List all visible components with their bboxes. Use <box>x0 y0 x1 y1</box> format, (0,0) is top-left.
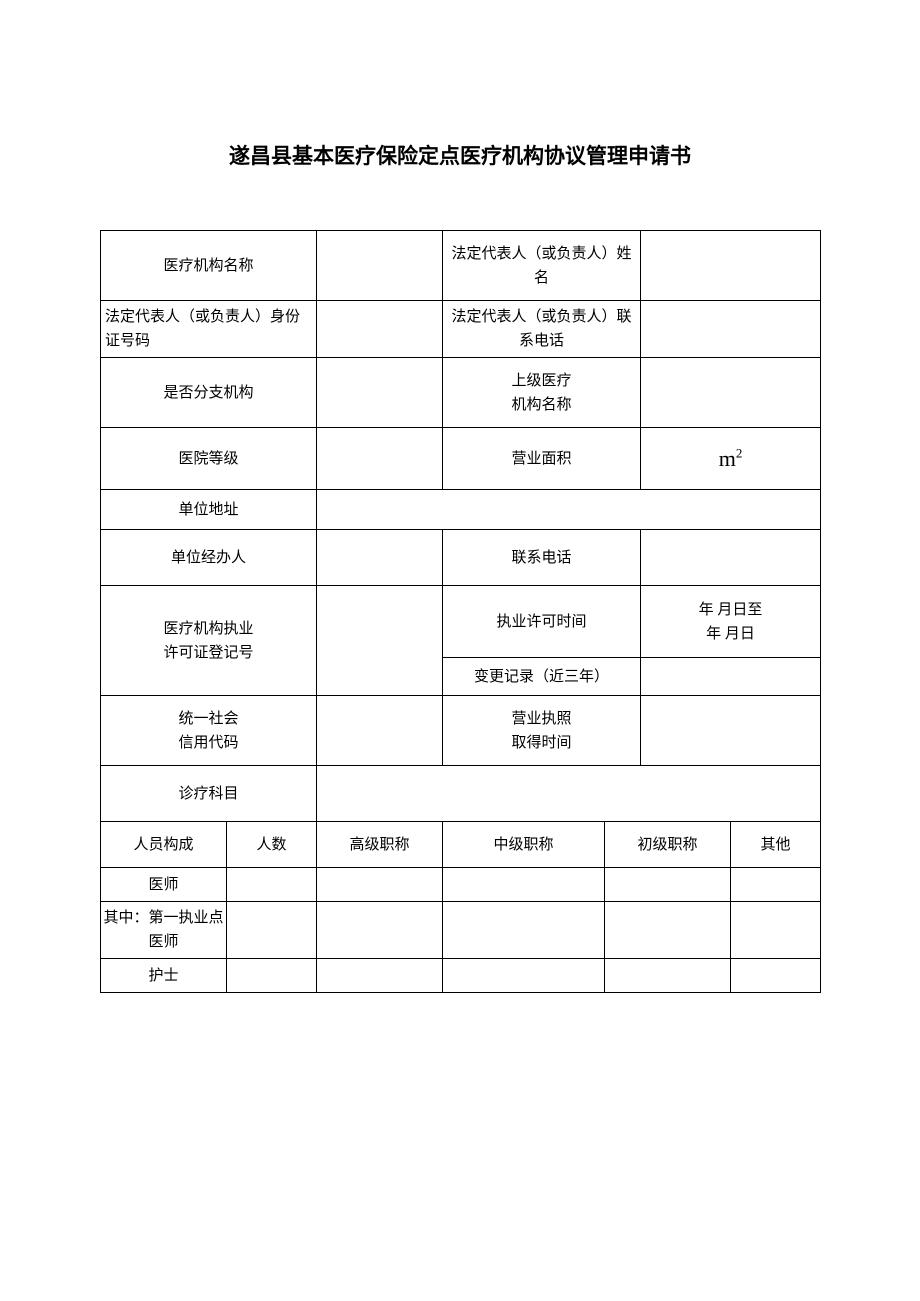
label-physician: 医师 <box>101 868 227 902</box>
label-staff-composition: 人员构成 <box>101 822 227 868</box>
value-nurse-senior[interactable] <box>317 959 443 993</box>
label-parent-org-1: 上级医疗 <box>445 369 638 393</box>
label-license: 医疗机构执业 许可证登记号 <box>101 586 317 696</box>
value-org-name[interactable] <box>317 231 443 301</box>
value-nurse-count[interactable] <box>227 959 317 993</box>
license-range-2: 年 月日 <box>643 622 818 646</box>
label-senior: 高级职称 <box>317 822 443 868</box>
label-change-record: 变更记录（近三年） <box>443 658 641 696</box>
label-contact-phone: 联系电话 <box>443 530 641 586</box>
label-credit-1: 统一社会 <box>103 707 314 731</box>
value-license[interactable] <box>317 586 443 696</box>
value-operator[interactable] <box>317 530 443 586</box>
value-legal-name[interactable] <box>641 231 821 301</box>
value-license-time[interactable]: 年 月日至 年 月日 <box>641 586 821 658</box>
value-physician-other[interactable] <box>731 868 821 902</box>
value-legal-phone[interactable] <box>641 301 821 358</box>
label-license-time: 执业许可时间 <box>443 586 641 658</box>
label-biz-2: 取得时间 <box>445 731 638 755</box>
label-nurse: 护士 <box>101 959 227 993</box>
row-license-1: 医疗机构执业 许可证登记号 执业许可时间 年 月日至 年 月日 <box>101 586 821 658</box>
row-level: 医院等级 营业面积 m2 <box>101 428 821 490</box>
label-first-point: 其中：第一执业点医师 <box>101 902 227 959</box>
row-address: 单位地址 <box>101 490 821 530</box>
value-legal-id[interactable] <box>317 301 443 358</box>
label-legal-id: 法定代表人（或负责人）身份证号码 <box>101 301 317 358</box>
label-business-area: 营业面积 <box>443 428 641 490</box>
value-biz-license[interactable] <box>641 696 821 766</box>
value-business-area[interactable]: m2 <box>641 428 821 490</box>
row-staff-header: 人员构成 人数 高级职称 中级职称 初级职称 其他 <box>101 822 821 868</box>
form-table: 医疗机构名称 法定代表人（或负责人）姓名 法定代表人（或负责人）身份证号码 法定… <box>100 230 821 993</box>
value-subjects[interactable] <box>317 766 821 822</box>
value-first-other[interactable] <box>731 902 821 959</box>
label-hospital-level: 医院等级 <box>101 428 317 490</box>
label-license-1: 医疗机构执业 <box>103 617 314 641</box>
label-operator: 单位经办人 <box>101 530 317 586</box>
form-title: 遂昌县基本医疗保险定点医疗机构协议管理申请书 <box>100 140 820 170</box>
value-first-count[interactable] <box>227 902 317 959</box>
value-address[interactable] <box>317 490 821 530</box>
value-first-senior[interactable] <box>317 902 443 959</box>
row-nurse: 护士 <box>101 959 821 993</box>
label-parent-org: 上级医疗 机构名称 <box>443 358 641 428</box>
value-is-branch[interactable] <box>317 358 443 428</box>
label-credit-2: 信用代码 <box>103 731 314 755</box>
row-branch: 是否分支机构 上级医疗 机构名称 <box>101 358 821 428</box>
application-form: 遂昌县基本医疗保险定点医疗机构协议管理申请书 医疗机构名称 法定代表人（或负责人… <box>100 140 820 993</box>
label-biz-license: 营业执照 取得时间 <box>443 696 641 766</box>
value-change-record[interactable] <box>641 658 821 696</box>
label-credit-code: 统一社会 信用代码 <box>101 696 317 766</box>
row-subjects: 诊疗科目 <box>101 766 821 822</box>
value-physician-mid[interactable] <box>443 868 605 902</box>
label-other: 其他 <box>731 822 821 868</box>
value-physician-junior[interactable] <box>605 868 731 902</box>
value-nurse-mid[interactable] <box>443 959 605 993</box>
row-org-name: 医疗机构名称 法定代表人（或负责人）姓名 <box>101 231 821 301</box>
label-org-name: 医疗机构名称 <box>101 231 317 301</box>
label-license-2: 许可证登记号 <box>103 641 314 665</box>
value-credit-code[interactable] <box>317 696 443 766</box>
row-first-point: 其中：第一执业点医师 <box>101 902 821 959</box>
label-subjects: 诊疗科目 <box>101 766 317 822</box>
label-parent-org-2: 机构名称 <box>445 393 638 417</box>
row-credit: 统一社会 信用代码 营业执照 取得时间 <box>101 696 821 766</box>
value-first-junior[interactable] <box>605 902 731 959</box>
value-physician-senior[interactable] <box>317 868 443 902</box>
row-operator: 单位经办人 联系电话 <box>101 530 821 586</box>
label-mid: 中级职称 <box>443 822 605 868</box>
row-physician: 医师 <box>101 868 821 902</box>
label-address: 单位地址 <box>101 490 317 530</box>
value-parent-org[interactable] <box>641 358 821 428</box>
label-legal-name: 法定代表人（或负责人）姓名 <box>443 231 641 301</box>
label-count: 人数 <box>227 822 317 868</box>
row-legal-id: 法定代表人（或负责人）身份证号码 法定代表人（或负责人）联系电话 <box>101 301 821 358</box>
value-physician-count[interactable] <box>227 868 317 902</box>
label-legal-phone: 法定代表人（或负责人）联系电话 <box>443 301 641 358</box>
unit-m2: m2 <box>719 446 743 471</box>
value-first-mid[interactable] <box>443 902 605 959</box>
value-hospital-level[interactable] <box>317 428 443 490</box>
label-junior: 初级职称 <box>605 822 731 868</box>
label-biz-1: 营业执照 <box>445 707 638 731</box>
value-contact-phone[interactable] <box>641 530 821 586</box>
label-is-branch: 是否分支机构 <box>101 358 317 428</box>
value-nurse-junior[interactable] <box>605 959 731 993</box>
value-nurse-other[interactable] <box>731 959 821 993</box>
license-range-1: 年 月日至 <box>643 598 818 622</box>
